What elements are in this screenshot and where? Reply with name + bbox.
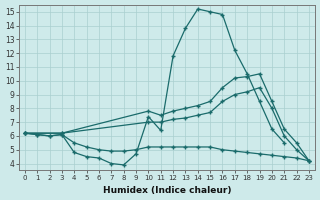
X-axis label: Humidex (Indice chaleur): Humidex (Indice chaleur) <box>103 186 231 195</box>
